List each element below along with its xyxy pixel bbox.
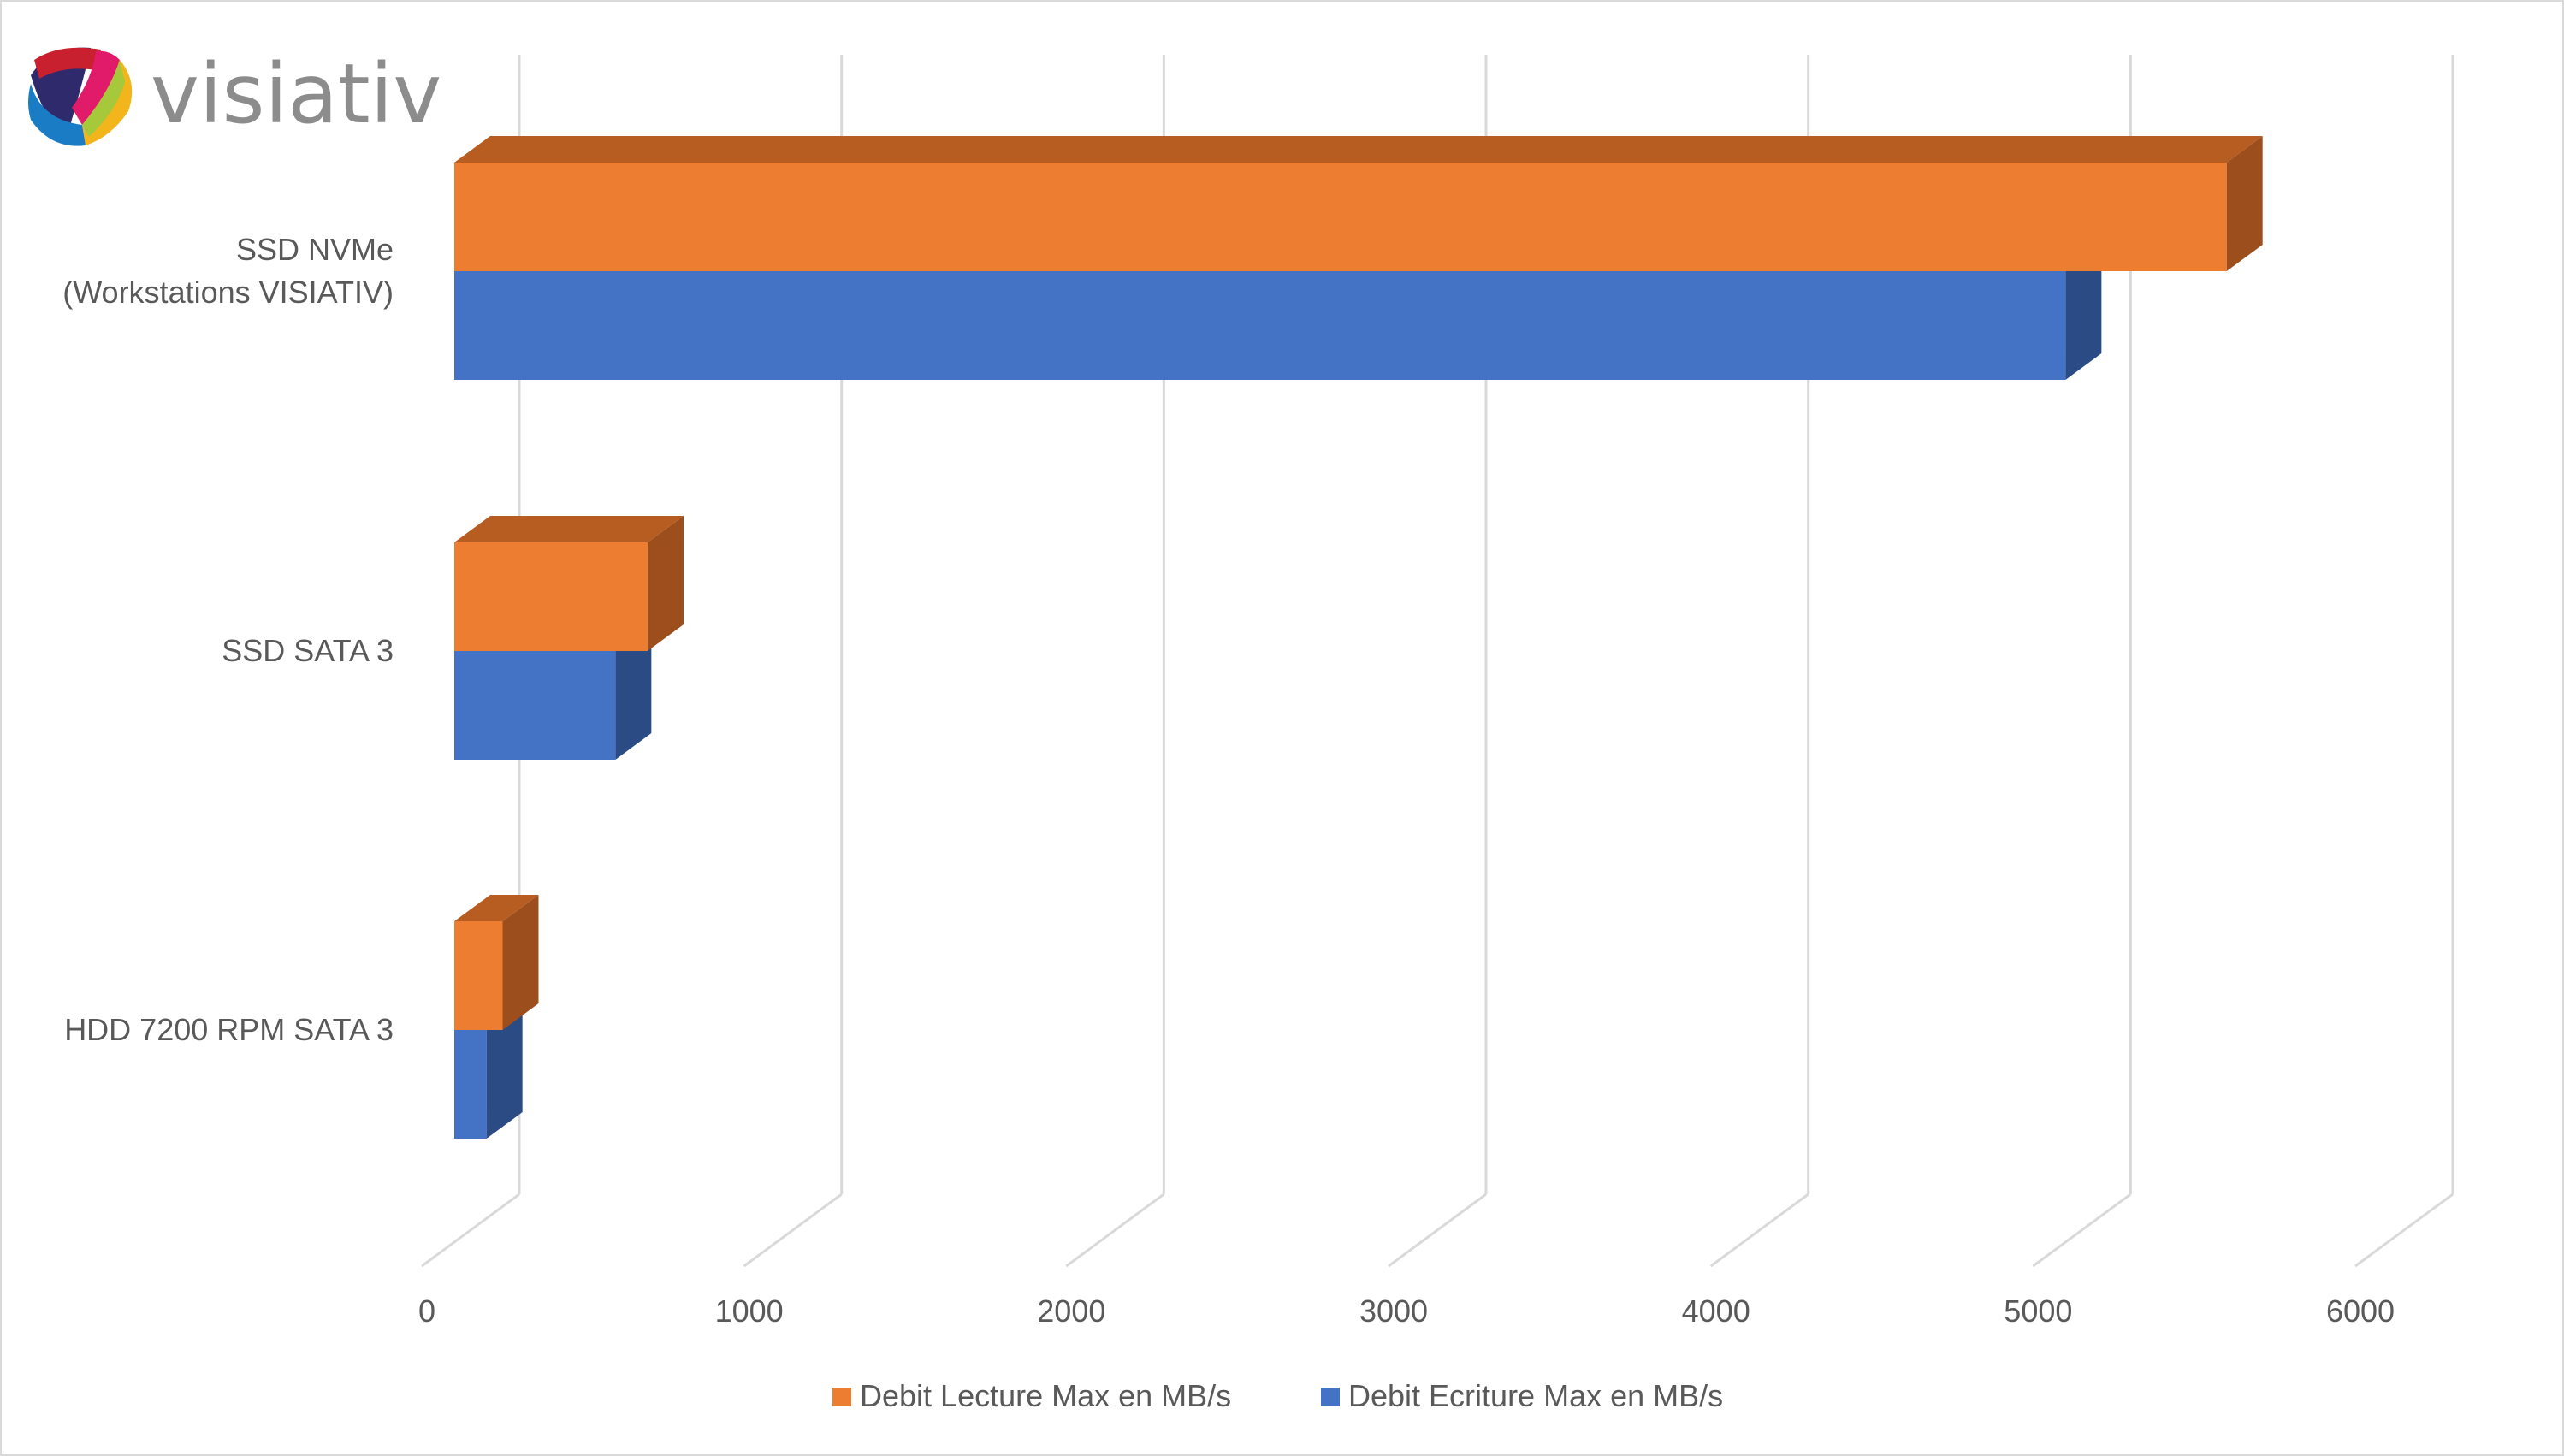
category-label: HDD 7200 RPM SATA 3 [64, 1012, 394, 1047]
bar [454, 895, 539, 1030]
legend-swatch [1321, 1388, 1340, 1406]
bar-front-face [454, 1030, 487, 1139]
visiativ-logo-text: visiativ [151, 46, 441, 142]
floor-gridline [2033, 1194, 2130, 1266]
category-label: SSD SATA 3 [222, 633, 394, 668]
visiativ-logo: visiativ [28, 46, 441, 146]
floor-gridline [2355, 1194, 2453, 1266]
bar-top-face [454, 136, 2263, 163]
bar-front-face [454, 163, 2227, 271]
bar [454, 136, 2263, 271]
x-tick-label: 4000 [1682, 1293, 1750, 1329]
x-tick-label: 1000 [715, 1293, 784, 1329]
bar [454, 516, 684, 651]
legend-label: Debit Ecriture Max en MB/s [1348, 1378, 1723, 1413]
floor-gridline [1711, 1194, 1809, 1266]
bar-front-face [454, 921, 503, 1030]
legend-swatch [832, 1388, 851, 1406]
bar-front-face [454, 651, 615, 760]
floor-gridline [1389, 1194, 1486, 1266]
x-tick-label: 2000 [1037, 1293, 1105, 1329]
category-label: SSD NVMe (Workstations VISIATIV) [62, 232, 394, 310]
legend-label: Debit Lecture Max en MB/s [860, 1378, 1231, 1413]
x-tick-label: 0 [418, 1293, 435, 1329]
x-tick-label: 3000 [1359, 1293, 1428, 1329]
x-tick-label: 5000 [2004, 1293, 2072, 1329]
bar-top-face [454, 516, 684, 542]
visiativ-logo-mark [28, 48, 132, 146]
x-tick-label: 6000 [2326, 1293, 2395, 1329]
floor-gridline [422, 1194, 519, 1266]
floor-gridline [744, 1194, 842, 1266]
bar-front-face [454, 271, 2065, 380]
legend-item: Debit Lecture Max en MB/s [832, 1378, 1231, 1413]
legend-item: Debit Ecriture Max en MB/s [1321, 1378, 1723, 1413]
bar-front-face [454, 542, 648, 651]
floor-gridline [1066, 1194, 1164, 1266]
